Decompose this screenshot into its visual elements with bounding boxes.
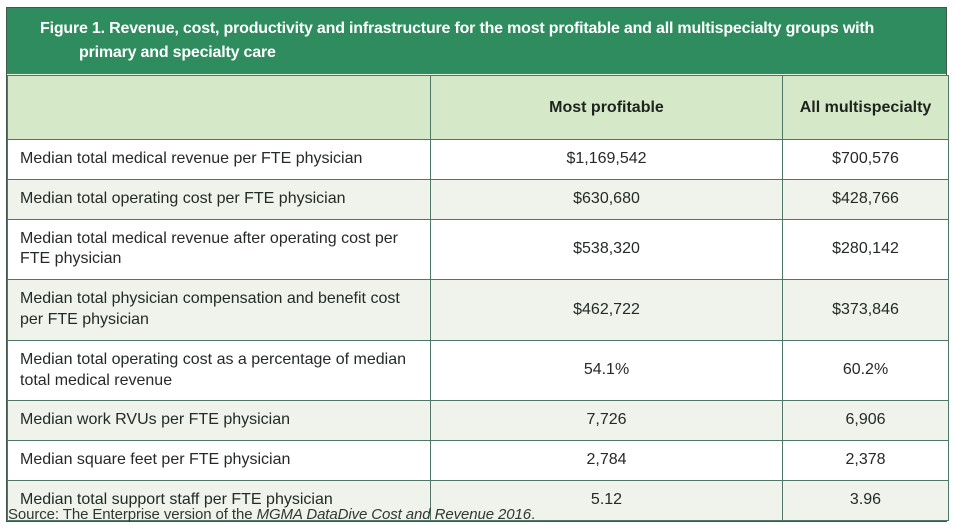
data-table: Most profitable All multispecialty Media… <box>7 75 949 521</box>
figure-label: Figure 1. <box>40 20 105 37</box>
most-profitable-value: $630,680 <box>430 178 783 220</box>
row-label: Median work RVUs per FTE physician <box>7 400 431 442</box>
table-row: Median total support staff per FTE physi… <box>7 479 949 521</box>
all-multispecialty-value: $428,766 <box>782 178 949 220</box>
row-label: Median square feet per FTE physician <box>7 440 431 481</box>
most-profitable-value: $538,320 <box>430 218 783 281</box>
figure-table: Figure 1. Revenue, cost, productivity an… <box>6 7 949 522</box>
all-multispecialty-value: 60.2% <box>782 339 949 402</box>
row-label: Median total medical revenue after opera… <box>7 218 431 281</box>
all-multispecialty-value: $373,846 <box>782 279 949 341</box>
column-header-most-profitable: Most profitable <box>430 75 783 140</box>
table-row: Median total operating cost as a percent… <box>7 339 949 402</box>
row-label: Median total medical revenue per FTE phy… <box>7 139 431 180</box>
most-profitable-value: $462,722 <box>430 279 783 341</box>
row-label: Median total support staff per FTE physi… <box>7 479 431 521</box>
table-row: Median total operating cost per FTE phys… <box>7 178 949 220</box>
table-row: Median square feet per FTE physician 2,7… <box>7 440 949 481</box>
table-row: Median work RVUs per FTE physician 7,726… <box>7 400 949 442</box>
column-header-all-multispecialty: All multispecialty <box>782 75 949 140</box>
column-header-row: Most profitable All multispecialty <box>7 75 949 140</box>
figure-title: Revenue, cost, productivity and infrastr… <box>79 20 875 61</box>
row-label: Median total physician compensation and … <box>7 279 431 341</box>
table-row: Median total medical revenue per FTE phy… <box>7 139 949 180</box>
table-row: Median total physician compensation and … <box>7 279 949 341</box>
most-profitable-value: $1,169,542 <box>430 139 783 180</box>
source-suffix: . <box>530 506 536 523</box>
row-label: Median total operating cost per FTE phys… <box>7 178 431 220</box>
all-multispecialty-value: $700,576 <box>782 139 949 180</box>
figure-title-bar: Figure 1. Revenue, cost, productivity an… <box>7 8 946 75</box>
column-header-empty <box>7 75 431 140</box>
all-multispecialty-value: 3.96 <box>782 479 949 521</box>
source-prefix: Source: The Enterprise version of the <box>8 506 257 523</box>
all-multispecialty-value: $280,142 <box>782 218 949 281</box>
all-multispecialty-value: 6,906 <box>782 400 949 442</box>
most-profitable-value: 2,784 <box>430 440 783 481</box>
row-label: Median total operating cost as a percent… <box>7 339 431 402</box>
most-profitable-value: 7,726 <box>430 400 783 442</box>
source-note: Source: The Enterprise version of the MG… <box>8 506 535 523</box>
table-row: Median total medical revenue after opera… <box>7 218 949 281</box>
all-multispecialty-value: 2,378 <box>782 440 949 481</box>
source-citation: MGMA DataDive Cost and Revenue 2016 <box>256 506 532 523</box>
most-profitable-value: 54.1% <box>430 339 783 402</box>
